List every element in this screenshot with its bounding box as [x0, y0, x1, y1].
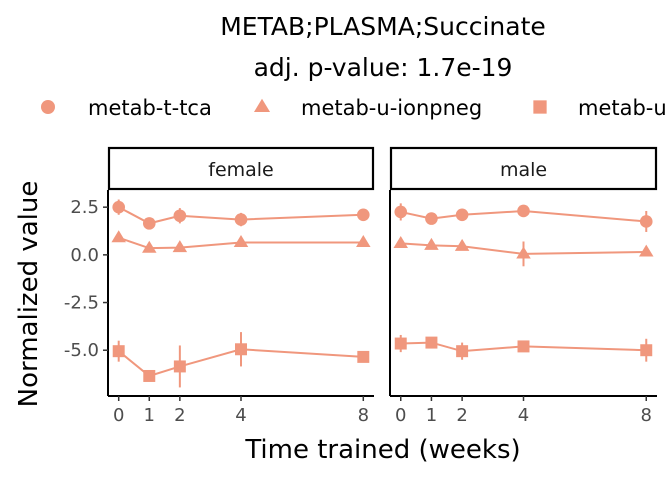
data-point-triangle	[111, 230, 126, 243]
data-point-square	[640, 344, 653, 357]
data-point-square	[143, 369, 156, 382]
legend-label: metab-u-ionpneg	[301, 96, 482, 120]
data-point-square	[235, 343, 247, 356]
x-tick-label: 0	[113, 405, 124, 426]
x-tick-label: 4	[518, 405, 529, 426]
data-point-circle	[356, 208, 370, 222]
data-point-square	[112, 345, 125, 358]
panel-female: female 0 1 2 4 8	[107, 146, 375, 426]
data-point-circle	[639, 215, 653, 228]
data-point-circle	[425, 212, 438, 225]
data-point-circle	[455, 208, 469, 222]
legend: metab-t-tca metab-u-ionpneg metab-u	[41, 96, 667, 120]
data-point-square	[173, 360, 186, 373]
legend-key-square	[533, 100, 547, 114]
legend-key-circle	[41, 100, 55, 114]
data-point-triangle	[639, 244, 654, 257]
data-point-circle	[234, 213, 248, 226]
panel-male: male 0 1 2 4 8	[389, 146, 658, 426]
x-tick-label: 8	[358, 405, 369, 426]
data-point-triangle	[424, 237, 439, 250]
legend-key-triangle	[253, 98, 271, 113]
data-point-triangle	[454, 238, 470, 251]
x-tick-label: 0	[395, 405, 406, 426]
y-tick-label: 0.0	[70, 245, 99, 266]
data-point-circle	[394, 205, 408, 219]
data-point-triangle	[516, 246, 531, 259]
data-point-square	[456, 345, 469, 358]
data-point-square	[517, 340, 530, 353]
data-point-square	[357, 350, 370, 363]
data-point-square	[394, 337, 407, 350]
y-tick-label: 2.5	[70, 197, 99, 218]
x-tick-label: 2	[456, 405, 467, 426]
chart-title: METAB;PLASMA;Succinate	[220, 12, 546, 41]
y-tick-label: -2.5	[64, 293, 99, 314]
legend-label: metab-t-tca	[88, 96, 212, 120]
data-point-circle	[112, 200, 126, 214]
strip-male	[389, 146, 658, 191]
strip-female	[107, 146, 375, 191]
x-tick-label: 8	[641, 405, 652, 426]
strip-label: female	[208, 159, 274, 181]
data-point-circle	[142, 217, 156, 230]
strip-label: male	[500, 159, 547, 181]
data-point-circle	[173, 209, 187, 223]
data-point-triangle	[172, 240, 188, 253]
data-point-triangle	[393, 235, 408, 248]
y-axis: 2.5 0.0 -2.5 -5.0	[64, 197, 108, 361]
x-tick-label: 4	[235, 405, 246, 426]
chart-subtitle: adj. p-value: 1.7e-19	[254, 53, 513, 82]
data-point-circle	[517, 204, 530, 218]
y-axis-title: Normalized value	[14, 181, 44, 408]
legend-label: metab-u	[578, 96, 667, 120]
x-axis-title: Time trained (weeks)	[244, 435, 520, 465]
x-tick-label: 1	[426, 405, 437, 426]
x-tick-label: 1	[144, 405, 155, 426]
data-point-triangle	[356, 235, 371, 248]
data-point-square	[425, 336, 438, 349]
data-point-triangle	[142, 240, 157, 253]
data-point-triangle	[233, 235, 249, 248]
x-tick-label: 2	[174, 405, 185, 426]
y-tick-label: -5.0	[64, 340, 99, 361]
